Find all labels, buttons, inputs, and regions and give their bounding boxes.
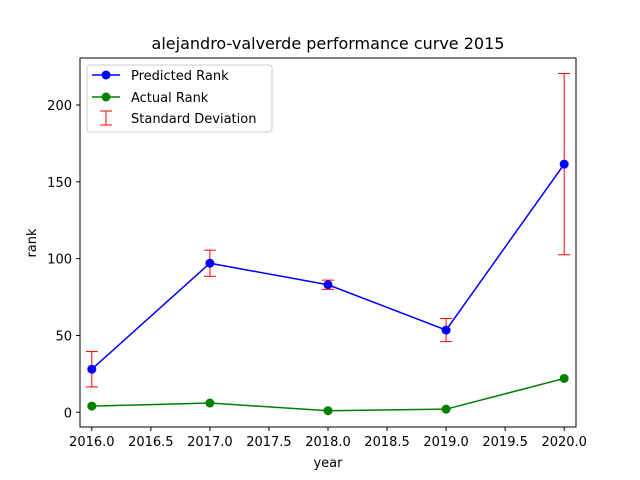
legend: Predicted Rank Actual Rank Standard Devi… <box>86 64 273 133</box>
chart-title: alejandro-valverde performance curve 201… <box>152 34 505 53</box>
legend-actual-label: Actual Rank <box>131 91 209 106</box>
y-tick-label: 0 <box>64 406 72 421</box>
predicted-rank-point <box>559 159 569 169</box>
legend-error-label: Standard Deviation <box>131 112 256 127</box>
actual-rank-point <box>323 406 333 416</box>
x-tick-label: 2018.5 <box>364 435 410 450</box>
legend-predicted-label: Predicted Rank <box>131 69 229 84</box>
x-tick-label: 2020.0 <box>541 435 587 450</box>
x-tick-label: 2017.0 <box>187 435 233 450</box>
predicted-rank-point <box>205 258 215 268</box>
predicted-rank-point <box>441 325 451 335</box>
actual-rank-point <box>559 373 569 383</box>
predicted-rank-point <box>87 364 97 374</box>
x-tick-label: 2017.5 <box>246 435 292 450</box>
actual-rank-point <box>87 401 97 411</box>
x-axis-label: year <box>313 456 343 471</box>
x-tick-label: 2019.5 <box>482 435 528 450</box>
actual-rank-point <box>205 398 215 408</box>
x-tick-label: 2016.5 <box>128 435 174 450</box>
plot-frame <box>79 57 577 428</box>
actual-rank-point <box>441 404 451 414</box>
y-tick-label: 150 <box>47 176 72 191</box>
legend-predicted-marker <box>101 70 111 80</box>
x-tick-label: 2018.0 <box>305 435 351 450</box>
legend-actual-marker <box>101 92 111 102</box>
x-tick-label: 2019.0 <box>423 435 469 450</box>
x-tick-label: 2016.0 <box>69 435 115 450</box>
y-tick-label: 200 <box>47 99 72 114</box>
legend-box <box>86 64 273 133</box>
predicted-rank-point <box>323 280 333 290</box>
y-tick-label: 50 <box>55 329 72 344</box>
y-tick-label: 100 <box>47 253 72 268</box>
y-axis-label: rank <box>25 228 40 258</box>
